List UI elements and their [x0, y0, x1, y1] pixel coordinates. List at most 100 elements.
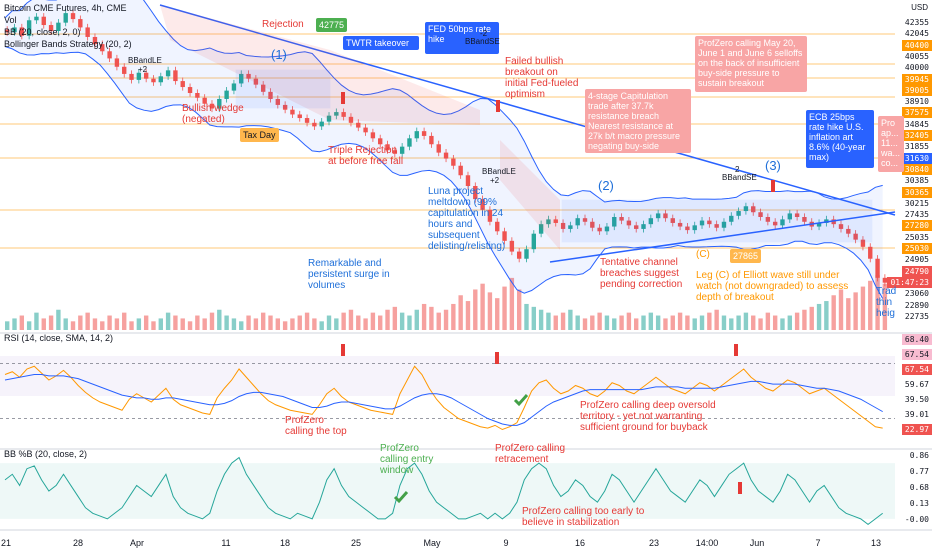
candle-body	[268, 91, 273, 99]
volume-bar	[421, 303, 427, 330]
bbandse-signal-2-num[interactable]: 2	[735, 165, 740, 174]
bullish-wedge-note[interactable]: Bullish wedge (negated)	[182, 103, 244, 125]
bbandse-signal-1-qty[interactable]: -2	[480, 29, 488, 38]
volume-bar	[809, 306, 814, 330]
wave-2-label[interactable]: (2)	[598, 178, 614, 193]
candle-body	[524, 249, 529, 259]
price-badge-27865[interactable]: 27865	[730, 249, 762, 263]
elliott-leg-note[interactable]: Leg (C) of Elliott wave still under watc…	[696, 270, 849, 303]
candle-body	[582, 218, 588, 222]
candle-body	[495, 221, 500, 232]
rejection-note[interactable]: Rejection	[262, 19, 304, 30]
bbandse-signal-2[interactable]: BBandSE	[722, 173, 757, 182]
tax-day-badge[interactable]: Tax Day	[240, 128, 279, 142]
candle-body	[443, 152, 449, 159]
candle-body	[465, 175, 471, 186]
profzero-oversold-note[interactable]: ProfZero calling deep oversold territory…	[580, 400, 716, 433]
twtr-note[interactable]: TWTR takeover	[343, 36, 419, 50]
profzero-early-note[interactable]: ProfZero calling too early to believe in…	[522, 506, 645, 528]
fed-hike-note[interactable]: FED 50bps rate hike	[425, 22, 499, 54]
candle-body	[34, 16, 39, 21]
side-note-pro[interactable]: Pro ap... 11... wa... co...	[878, 116, 904, 172]
candle-body	[114, 58, 120, 67]
volume-bar	[729, 318, 734, 330]
price-badge-42775[interactable]: 42775	[316, 18, 348, 32]
volume-bar	[290, 318, 295, 330]
volume-bar	[692, 318, 697, 330]
profzero-may-note[interactable]: ProfZero calling May 20, June 1 and June…	[695, 36, 807, 92]
profzero-top-note[interactable]: ProfZero calling the top	[285, 415, 347, 437]
candle-body	[626, 220, 632, 226]
rsi-legend[interactable]: RSI (14, close, SMA, 14, 2)	[4, 333, 114, 343]
profzero-retracement-note[interactable]: ProfZero calling retracement	[495, 443, 566, 465]
wave-1-label[interactable]: (1)	[271, 47, 287, 62]
wave-c-label[interactable]: (C)	[696, 249, 710, 260]
candle-body	[685, 226, 690, 231]
candle-body	[575, 218, 580, 226]
bollinger-band-fill	[5, 0, 883, 299]
bbandle-signal-2-qty[interactable]: +2	[490, 176, 500, 185]
luna-note[interactable]: Luna project meltdown (99% capitulation …	[428, 186, 506, 252]
volume-bar	[575, 315, 580, 330]
bbandle-signal-1[interactable]: BBandLE	[128, 56, 162, 65]
candle-body	[868, 246, 873, 259]
volume-bar	[70, 321, 76, 330]
candle-body	[85, 27, 90, 37]
price-axis-tick: 23060	[901, 288, 932, 300]
volume-bar	[239, 321, 244, 330]
volume-bar	[5, 321, 10, 330]
candle-body	[780, 219, 785, 226]
volume-bar	[180, 318, 185, 330]
price-axis-tick: 39.01	[901, 409, 932, 420]
price-axis-tick: 68.40	[901, 334, 932, 345]
currency-label[interactable]: USD	[911, 3, 928, 12]
wave-1-box	[235, 69, 331, 109]
candle-body	[824, 219, 829, 223]
volume-bar	[473, 289, 478, 330]
candle-body	[100, 44, 105, 52]
volume-bar	[217, 309, 222, 330]
volume-bar	[846, 298, 851, 330]
bbandle-signal-1-qty[interactable]: +2	[138, 65, 148, 74]
price-axis-tick: 25030	[901, 243, 932, 254]
price-axis-tick: 30385	[901, 175, 932, 187]
volume-surge-note[interactable]: Remarkable and persistent surge in volum…	[308, 258, 390, 291]
volume-bar	[516, 289, 522, 330]
time-axis-tick: 11	[221, 538, 231, 548]
volume-bar	[487, 292, 493, 330]
alert-marker	[495, 352, 499, 364]
bbandse-signal-1[interactable]: BBandSE	[465, 37, 500, 46]
volume-bar	[787, 315, 792, 330]
price-axis-tick: 27280	[901, 220, 932, 232]
candle-body	[458, 165, 463, 176]
volume-bar	[831, 295, 836, 330]
candle-body	[641, 224, 646, 229]
ecb-note[interactable]: ECB 25bps rate hike U.S. inflation art 8…	[806, 110, 874, 168]
time-axis-tick: 7	[815, 538, 821, 548]
volume-bar	[260, 312, 266, 330]
candle-body	[356, 122, 361, 128]
failed-breakout-note[interactable]: Failed bullish breakout on initial Fed-f…	[505, 56, 579, 100]
capitulation-note[interactable]: 4-stage Capitulation trade after 37.7k r…	[585, 89, 691, 153]
symbol-title[interactable]: Bitcoin CME Futures, 4h, CME	[4, 3, 127, 13]
candle-body	[348, 116, 354, 123]
profzero-entry-note[interactable]: ProfZero calling entry window	[380, 443, 434, 476]
volume-bar	[143, 315, 149, 330]
price-axis-tick: 32405	[901, 130, 932, 141]
side-note-trad[interactable]: Trad thin heig	[876, 286, 897, 319]
candle-body	[407, 138, 412, 147]
price-axis-tick: 34845	[901, 118, 932, 130]
triple-rejection-note[interactable]: Triple Rejection at before free fall	[328, 145, 404, 167]
bbandle-signal-2[interactable]: BBandLE	[482, 167, 516, 176]
wave-3-label[interactable]: (3)	[765, 158, 781, 173]
vol-legend[interactable]: Vol	[4, 15, 17, 25]
bbp-legend[interactable]: BB %B (20, close, 2)	[4, 449, 88, 459]
strategy-legend[interactable]: Bollinger Bands Strategy (20, 2)	[4, 39, 132, 49]
volume-bar	[100, 321, 105, 330]
rsi-band	[0, 356, 895, 396]
channel-breach-note[interactable]: Tentative channel breaches suggest pendi…	[600, 257, 683, 290]
bb-legend[interactable]: BB (20, close, 2, 0)	[4, 27, 81, 37]
volume-bar	[560, 312, 566, 330]
candle-body	[794, 213, 800, 217]
